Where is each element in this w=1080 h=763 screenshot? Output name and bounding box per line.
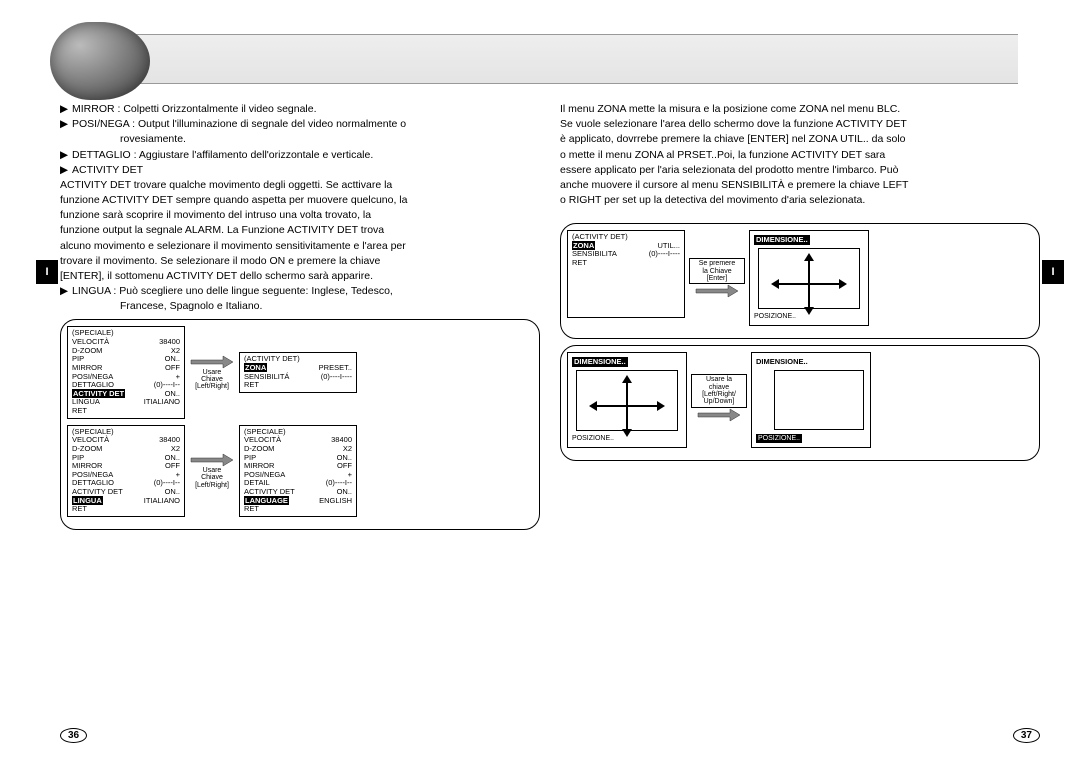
- p7: o RIGHT per set up la detectiva del movi…: [560, 193, 1040, 207]
- arrow-right-icon: [189, 355, 235, 369]
- bullet-icon: ▶: [60, 148, 72, 162]
- aB4: Up/Down]: [694, 398, 744, 405]
- body-text: ▶MIRROR : Colpetti Orizzontalmente il vi…: [60, 102, 540, 313]
- aA1: Se premere: [692, 260, 742, 267]
- p1: Il menu ZONA mette la misura e la posizi…: [560, 102, 1040, 116]
- arrow-l1: Usare: [189, 467, 235, 474]
- aA3: [Enter]: [692, 275, 742, 282]
- activity-b5: alcuno movimento e selezionare il movime…: [60, 239, 540, 253]
- activity-b6: trovare il movimento. Se selezionare il …: [60, 254, 540, 268]
- dim1-inner: [758, 248, 860, 308]
- dim1-title: DIMENSIONE..: [754, 235, 810, 245]
- arrow-l3: [Left/Right]: [189, 482, 235, 489]
- dim3-footer: POSIZIONE..: [756, 434, 802, 443]
- activity-b2: funzione ACTIVITY DET sempre quando aspe…: [60, 193, 540, 207]
- bullet-icon: ▶: [60, 284, 72, 298]
- bullet-icon: ▶: [60, 117, 72, 131]
- menu-speciale-2: (SPECIALE)VELOCITÀ38400D-ZOOMX2PIPON..MI…: [67, 425, 185, 517]
- body-text-right: Il menu ZONA mette la misura e la posizi…: [560, 102, 1040, 207]
- page-36: I ▶MIRROR : Colpetti Orizzontalmente il …: [60, 102, 540, 742]
- dim2-title: DIMENSIONE..: [572, 357, 628, 367]
- dim3-title: DIMENSIONE..: [756, 357, 808, 366]
- menu-activity-det: (ACTIVITY DET)ZONAPRESET..SENSIBILITÁ(0)…: [239, 352, 357, 393]
- side-tab-right: I: [1042, 260, 1064, 284]
- bullet-icon: ▶: [60, 163, 72, 177]
- p3: è applicato, dovrrebe premere la chiave …: [560, 132, 1040, 146]
- dimension-box-1: DIMENSIONE.. POSIZIONE..: [749, 230, 869, 326]
- activity-title: ACTIVITY DET: [72, 163, 540, 177]
- dimension-box-3: DIMENSIONE.. POSIZIONE..: [751, 352, 871, 448]
- page-number-37: 37: [1013, 729, 1040, 743]
- activity-b1: ACTIVITY DET trovare qualche movimento d…: [60, 178, 540, 192]
- header-decor-bubble: [50, 22, 150, 100]
- arrow-l1: Usare: [189, 369, 235, 376]
- p6: anche muovere il cursore al menu SENSIBI…: [560, 178, 1040, 192]
- aB2: chiave: [694, 384, 744, 391]
- diagram-right-2: DIMENSIONE.. POSIZIONE.. Usare la chiave…: [560, 345, 1040, 461]
- posinega-line: POSI/NEGA : Output l'illuminazione di se…: [72, 117, 540, 131]
- updown-arrows-icon: [775, 371, 863, 433]
- dettaglio-line: DETTAGLIO : Aggiustare l'affilamento del…: [72, 148, 540, 162]
- side-tab-left: I: [36, 260, 58, 284]
- arrow-right-icon: [694, 284, 740, 298]
- page-number-36: 36: [60, 729, 87, 743]
- lingua-line: LINGUA : Può scegliere uno delle lingue …: [72, 284, 540, 298]
- cross-arrows-icon: [577, 371, 677, 441]
- aB3: [Left/Right/: [694, 391, 744, 398]
- diagram-right-1: (ACTIVITY DET)ZONAUTIL...SENSIBILITA(0)-…: [560, 223, 1040, 339]
- menu-activity-det-right: (ACTIVITY DET)ZONAUTIL...SENSIBILITA(0)-…: [567, 230, 685, 318]
- activity-b3: funzione sarà scoprire il movimento del …: [60, 208, 540, 222]
- menu-speciale-3: (SPECIALE)VELOCITÀ38400D-ZOOMX2PIPON..MI…: [239, 425, 357, 517]
- dim2-inner: [576, 370, 678, 430]
- cross-arrows-icon: [759, 249, 859, 319]
- activity-b7: [ENTER], il sottomenu ACTIVITY DET dello…: [60, 269, 540, 283]
- arrow-l2: Chiave: [189, 376, 235, 383]
- arrow-label-updown: Usare la chiave [Left/Right/ Up/Down]: [691, 374, 747, 407]
- arrow-right-icon: [189, 453, 235, 467]
- arrow-right-icon: [696, 408, 742, 422]
- header-band: [62, 34, 1018, 84]
- aA2: la Chiave: [692, 268, 742, 275]
- arrow-label-1: Usare Chiave [Left/Right]: [189, 369, 235, 391]
- mirror-line: MIRROR : Colpetti Orizzontalmente il vid…: [72, 102, 540, 116]
- p5: essere applicato per l'aria selezionata …: [560, 163, 1040, 177]
- arrow-label-2: Usare Chiave [Left/Right]: [189, 467, 235, 489]
- p2: Se vuole selezionare l'area dello scherm…: [560, 117, 1040, 131]
- page-37: I Il menu ZONA mette la misura e la posi…: [560, 102, 1040, 742]
- posinega-line2: rovesiamente.: [60, 132, 540, 146]
- dim3-inner: [774, 370, 864, 429]
- activity-b4: funzione output la segnale ALARM. La Fun…: [60, 223, 540, 237]
- arrow-l2: Chiave: [189, 474, 235, 481]
- dimension-box-2: DIMENSIONE.. POSIZIONE..: [567, 352, 687, 448]
- arrow-l3: [Left/Right]: [189, 383, 235, 390]
- aB1: Usare la: [694, 376, 744, 383]
- pages-container: I ▶MIRROR : Colpetti Orizzontalmente il …: [0, 102, 1080, 744]
- lingua-line2: Francese, Spagnolo e Italiano.: [60, 299, 540, 313]
- arrow-label-enter: Se premere la Chiave [Enter]: [689, 258, 745, 284]
- bullet-icon: ▶: [60, 102, 72, 116]
- diagram-left: (SPECIALE)VELOCITÀ38400D-ZOOMX2PIPON..MI…: [60, 319, 540, 530]
- p4: o mette il menu ZONA al PRSET..Poi, la f…: [560, 148, 1040, 162]
- menu-speciale-1: (SPECIALE)VELOCITÀ38400D-ZOOMX2PIPON..MI…: [67, 326, 185, 418]
